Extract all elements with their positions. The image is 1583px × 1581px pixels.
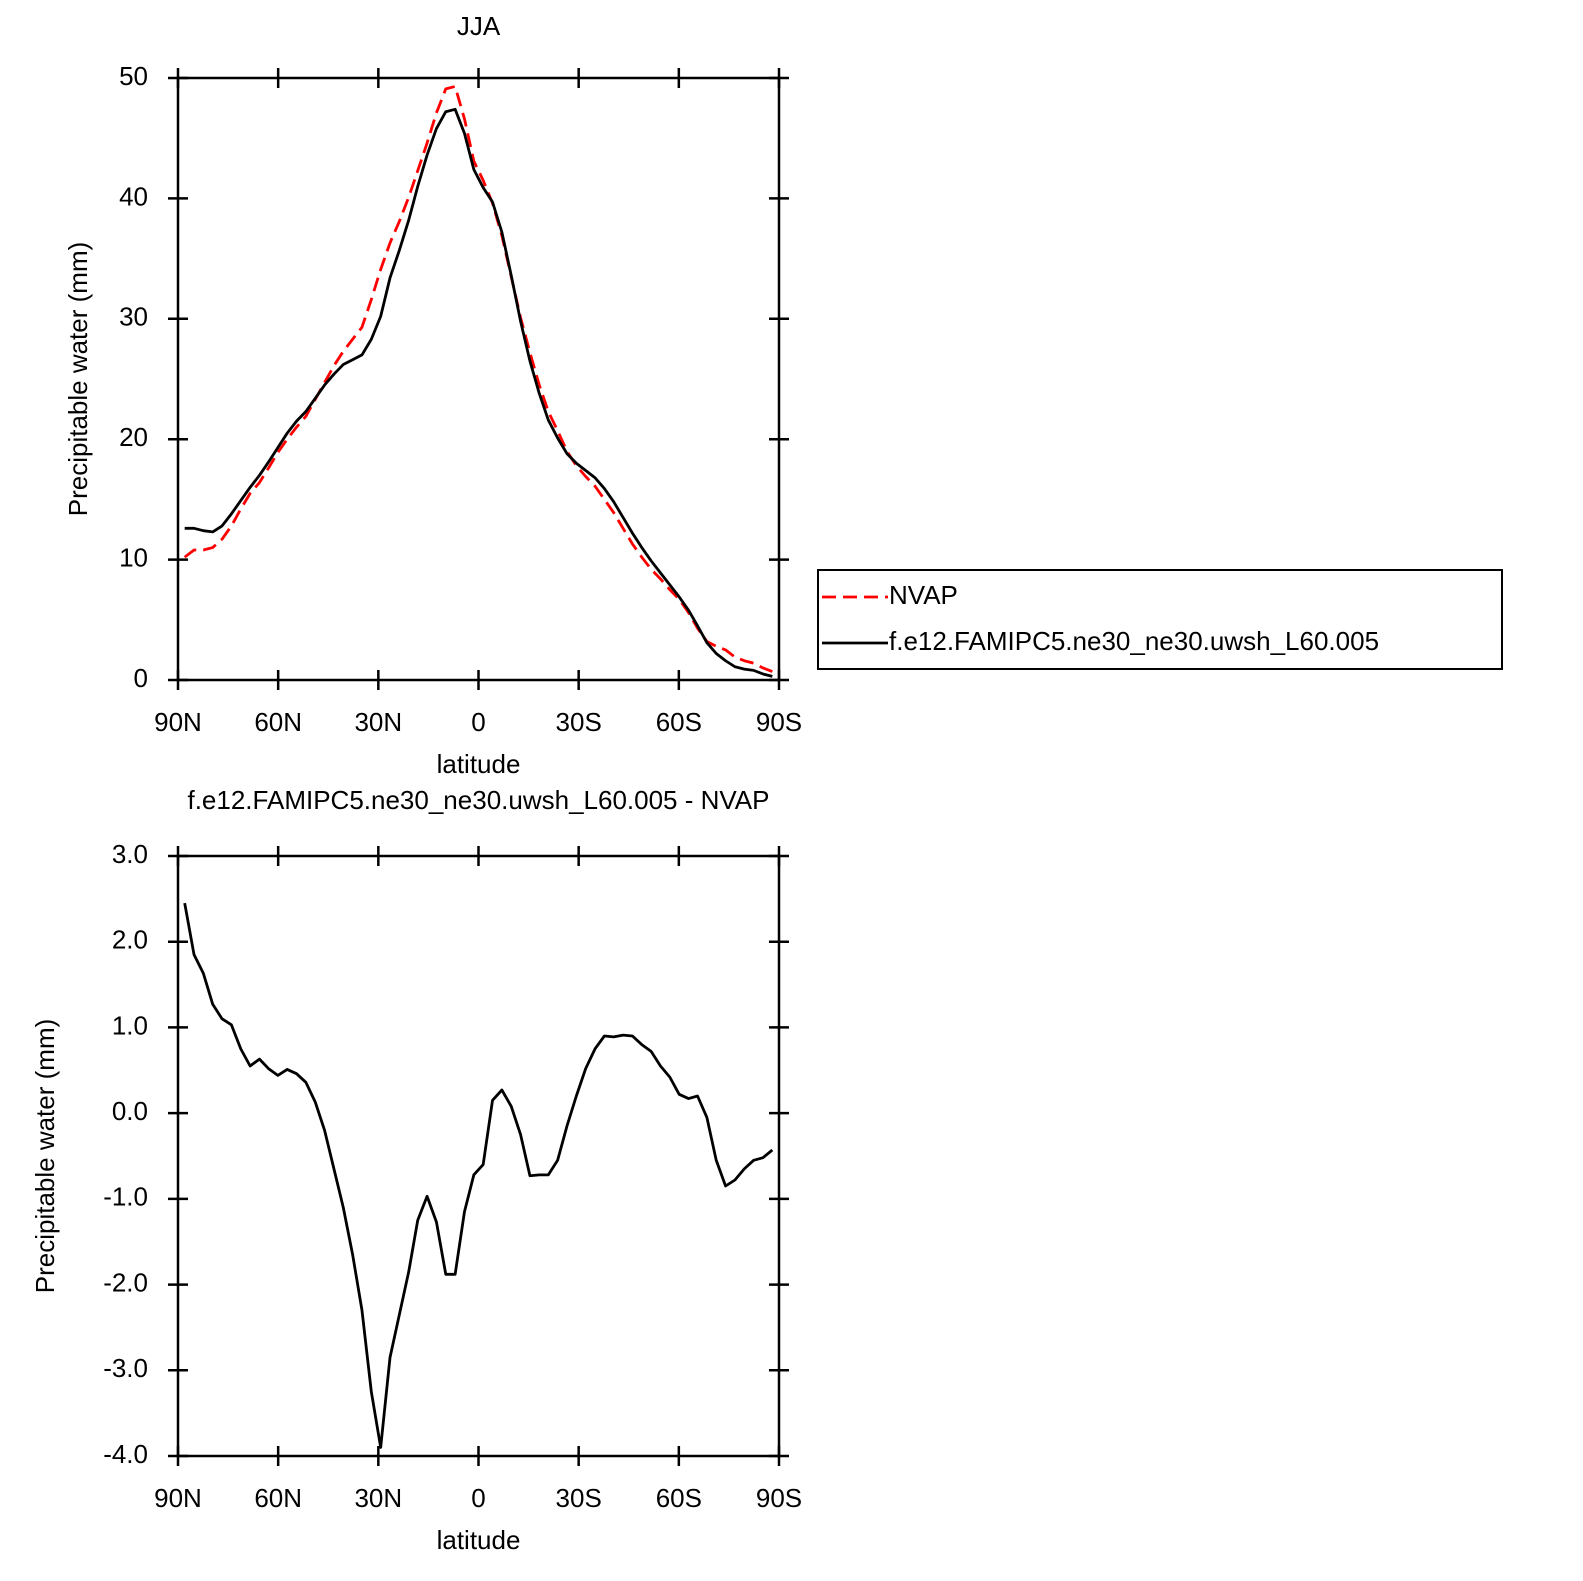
y-tick-label: 30 [119, 302, 148, 332]
chart-title: JJA [457, 11, 501, 41]
x-axis-label: latitude [437, 1525, 521, 1555]
x-tick-label: 60S [656, 1483, 702, 1513]
y-tick-label: -1.0 [103, 1182, 148, 1212]
y-tick-label: -2.0 [103, 1267, 148, 1297]
y-tick-label: 3.0 [112, 839, 148, 869]
y-tick-label: 40 [119, 181, 148, 211]
y-tick-label: 20 [119, 422, 148, 452]
x-tick-label: 60N [254, 1483, 302, 1513]
y-tick-label: 2.0 [112, 925, 148, 955]
legend-box [817, 569, 1503, 670]
data-line [183, 902, 774, 1449]
legend-label: NVAP [889, 580, 958, 610]
y-tick-label: 0 [134, 663, 148, 693]
x-tick-label: 90N [154, 1483, 202, 1513]
x-tick-label: 60S [656, 707, 702, 737]
x-tick-label: 0 [471, 707, 485, 737]
x-tick-label: 30S [556, 1483, 602, 1513]
y-tick-label: 50 [119, 61, 148, 91]
plot-frame [176, 76, 781, 682]
y-tick-label: 10 [119, 542, 148, 572]
data-line [184, 107, 773, 678]
x-tick-label: 90S [756, 707, 802, 737]
x-tick-label: 90S [756, 1483, 802, 1513]
y-tick-label: -3.0 [103, 1353, 148, 1383]
x-tick-label: 30N [354, 707, 402, 737]
x-tick-label: 60N [254, 707, 302, 737]
y-axis-label: Precipitable water (mm) [30, 1019, 60, 1294]
legend-label: f.e12.FAMIPC5.ne30_ne30.uwsh_L60.005 [889, 626, 1379, 656]
x-tick-label: 30N [354, 1483, 402, 1513]
x-tick-label: 0 [471, 1483, 485, 1513]
data-line [183, 85, 773, 673]
plot-frame [176, 854, 781, 1458]
x-tick-label: 90N [154, 707, 202, 737]
x-tick-label: 30S [556, 707, 602, 737]
chart-title: f.e12.FAMIPC5.ne30_ne30.uwsh_L60.005 - N… [187, 785, 769, 815]
y-tick-label: 1.0 [112, 1010, 148, 1040]
y-tick-label: -4.0 [103, 1439, 148, 1469]
x-axis-label: latitude [437, 749, 521, 779]
y-tick-label: 0.0 [112, 1096, 148, 1126]
y-axis-label: Precipitable water (mm) [63, 242, 93, 517]
